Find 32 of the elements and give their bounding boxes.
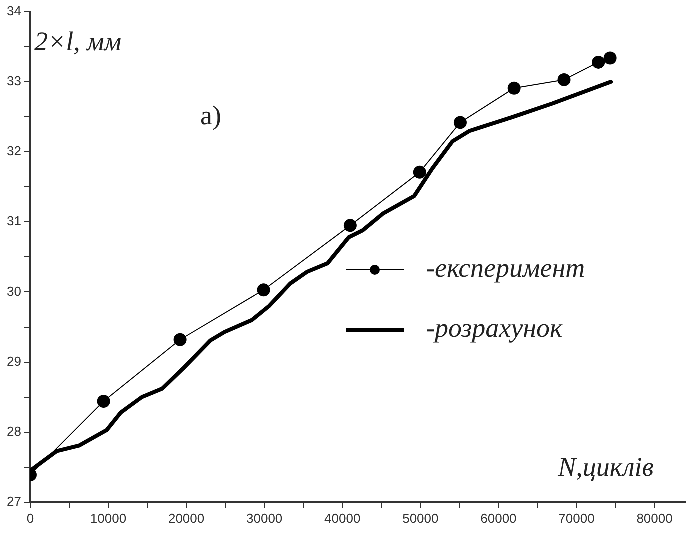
x-tick-label: 0 — [26, 510, 34, 526]
point — [344, 219, 357, 232]
point — [257, 284, 270, 297]
legend-label: -експеримент — [426, 253, 586, 284]
point — [508, 82, 521, 95]
point — [558, 73, 571, 86]
legend-label: -розрахунок — [426, 313, 564, 344]
x-tick-label: 70000 — [558, 510, 595, 526]
y-tick-label: 31 — [6, 214, 22, 229]
y-tick-label: 34 — [6, 4, 22, 19]
x-tick-label: 30000 — [246, 510, 283, 526]
point — [174, 333, 187, 346]
y-tick-label: 28 — [6, 424, 22, 439]
x-tick-label: 50000 — [402, 510, 439, 526]
x-tick-label: 10000 — [90, 510, 127, 526]
y-tick-label: 32 — [6, 144, 22, 159]
point — [454, 116, 467, 130]
point — [604, 52, 617, 65]
x-tick-label: 80000 — [636, 510, 673, 526]
point — [413, 166, 426, 179]
x-tick-label: 60000 — [480, 510, 517, 526]
y-tick-label: 29 — [6, 354, 22, 369]
x-tick-label: 40000 — [324, 510, 361, 526]
y-axis-title: 2×l, мм — [34, 26, 122, 57]
y-tick-label: 27 — [6, 494, 22, 509]
point — [97, 395, 110, 408]
y-tick-label: 30 — [6, 284, 22, 299]
y-tick-label: 33 — [6, 74, 22, 89]
x-axis-title: N,циклів — [557, 452, 654, 482]
x-tick-label: 20000 — [168, 510, 205, 526]
point — [592, 56, 606, 69]
annotation: a) — [200, 100, 222, 131]
